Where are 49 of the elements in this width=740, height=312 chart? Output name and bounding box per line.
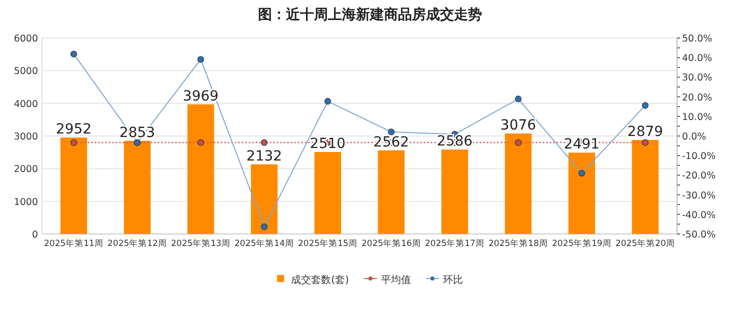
x-tick-label: 2025年第20周 bbox=[616, 238, 675, 249]
x-tick-label: 2025年第17周 bbox=[425, 238, 484, 249]
bar bbox=[504, 134, 532, 234]
y2-tick-label: -30.0% bbox=[682, 190, 716, 202]
data-label: 2879 bbox=[627, 124, 664, 140]
bar bbox=[314, 152, 342, 234]
bar bbox=[632, 140, 659, 234]
bar bbox=[250, 164, 278, 234]
y-tick-label: 5000 bbox=[14, 66, 38, 78]
y2-tick-label: 40.0% bbox=[682, 53, 712, 64]
y2-tick-label: 0.0% bbox=[682, 132, 706, 142]
y-tick-label: 6000 bbox=[14, 34, 38, 44]
y2-tick-label: 30.0% bbox=[682, 72, 712, 84]
x-tick-label: 2025年第12周 bbox=[108, 238, 167, 249]
x-tick-label: 2025年第18周 bbox=[488, 238, 548, 249]
y2-tick-label: -10.0% bbox=[682, 151, 716, 162]
data-label: 2491 bbox=[564, 136, 600, 153]
y2-tick-label: -50.0% bbox=[682, 230, 716, 240]
y2-tick-label: -40.0% bbox=[682, 210, 716, 221]
data-label: 3076 bbox=[500, 118, 536, 134]
legend-label: 成交套数(套) bbox=[291, 274, 349, 286]
bar bbox=[441, 150, 468, 234]
bar bbox=[378, 150, 405, 234]
x-tick-label: 2025年第16周 bbox=[362, 238, 421, 249]
x-tick-label: 2025年第14周 bbox=[234, 238, 294, 249]
y2-tick-label: -20.0% bbox=[682, 170, 716, 182]
bar bbox=[568, 152, 596, 234]
y2-tick-label: 50.0% bbox=[682, 34, 712, 44]
bar bbox=[60, 138, 88, 234]
legend-label: 环比 bbox=[442, 274, 463, 286]
y-tick-label: 3000 bbox=[14, 132, 38, 142]
y2-tick-label: 20.0% bbox=[682, 92, 712, 104]
y-tick-label: 2000 bbox=[14, 164, 38, 176]
y-tick-label: 1000 bbox=[14, 196, 38, 208]
y-tick-label: 0 bbox=[32, 230, 38, 240]
y-tick-label: 4000 bbox=[14, 98, 38, 110]
x-tick-label: 2025年第15周 bbox=[298, 238, 358, 249]
data-label: 2586 bbox=[436, 134, 473, 150]
x-tick-label: 2025年第11周 bbox=[44, 238, 104, 249]
x-tick-label: 2025年第13周 bbox=[171, 238, 230, 249]
x-tick-label: 2025年第19周 bbox=[552, 238, 612, 249]
data-label: 2952 bbox=[56, 122, 92, 138]
data-label: 2510 bbox=[310, 136, 346, 152]
bar bbox=[124, 140, 151, 234]
bar bbox=[187, 104, 214, 234]
legend-label: 平均值 bbox=[380, 274, 411, 286]
data-label: 2132 bbox=[246, 148, 282, 164]
chart-title: 图：近十周上海新建商品房成交走势 bbox=[258, 6, 482, 23]
y2-tick-label: 10.0% bbox=[682, 112, 712, 123]
